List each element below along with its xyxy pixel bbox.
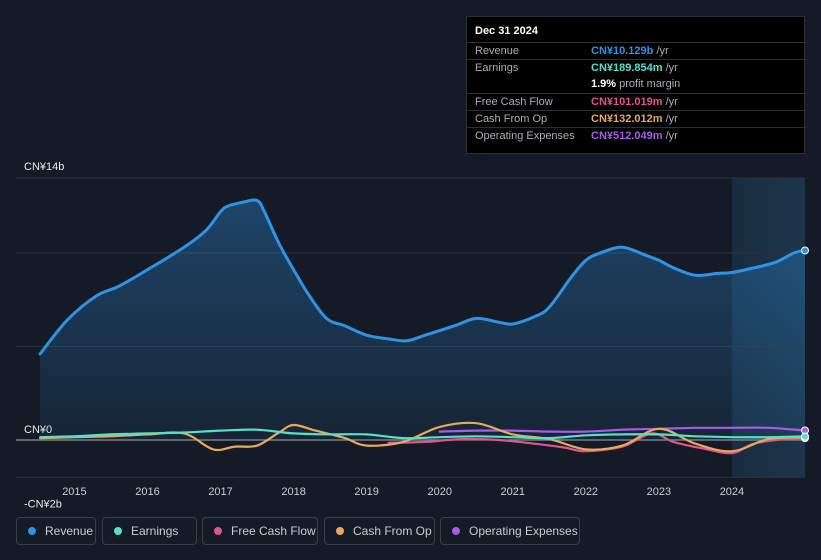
tooltip-value: CN¥132.012m /yr [591, 113, 678, 125]
tooltip-row-cash-from-op: Cash From Op CN¥132.012m /yr [467, 110, 806, 128]
revenue-end-point [801, 246, 809, 255]
legend-label: Operating Expenses [469, 524, 578, 538]
tooltip-value: CN¥512.049m /yr [591, 130, 678, 142]
tooltip-row-earnings: Earnings CN¥189.854m /yr [467, 59, 806, 77]
legend-item-cash-from-op[interactable]: Cash From Op [324, 517, 435, 545]
earnings-end-point [801, 432, 809, 441]
tooltip-label: Free Cash Flow [475, 96, 553, 108]
tooltip-row-revenue: Revenue CN¥10.129b /yr [467, 42, 806, 60]
legend-dot-icon [452, 527, 460, 535]
x-tick-label: 2023 [647, 486, 671, 498]
legend-label: Free Cash Flow [231, 524, 316, 538]
x-tick-label: 2020 [427, 486, 451, 498]
legend-label: Revenue [45, 524, 94, 538]
revenue-area [40, 199, 806, 440]
x-tick-label: 2021 [501, 486, 525, 498]
y-tick-label: -CN¥2b [24, 498, 62, 510]
x-tick-label: 2018 [281, 486, 305, 498]
tooltip-value: CN¥10.129b /yr [591, 45, 669, 57]
x-tick-label: 2017 [208, 486, 232, 498]
tooltip-label: Cash From Op [475, 113, 548, 125]
legend-label: Earnings [131, 524, 179, 538]
earnings-line [39, 428, 807, 440]
x-tick-label: 2024 [720, 486, 744, 498]
x-tick-label: 2022 [574, 486, 598, 498]
legend-item-operating-expenses[interactable]: Operating Expenses [440, 517, 580, 545]
legend-dot-icon [336, 527, 344, 535]
legend-dot-icon [114, 527, 122, 535]
x-tick-label: 2016 [135, 486, 159, 498]
legend-dot-icon [28, 527, 36, 535]
profit-margin: 1.9% profit margin [591, 78, 681, 90]
tooltip-date: Dec 31 2024 [475, 25, 538, 37]
tooltip-value: CN¥101.019m /yr [591, 96, 678, 108]
tooltip-value: CN¥189.854m /yr [591, 62, 678, 74]
legend-item-earnings[interactable]: Earnings [102, 517, 197, 545]
tooltip-label: Operating Expenses [475, 130, 575, 142]
legend-item-revenue[interactable]: Revenue [16, 517, 96, 545]
tooltip-label: Earnings [475, 62, 519, 74]
legend-dot-icon [214, 527, 222, 535]
revenue-line [38, 198, 807, 356]
legend-label: Cash From Op [353, 524, 432, 538]
tooltip-row-operating-expenses: Operating Expenses CN¥512.049m /yr [467, 127, 806, 145]
x-tick-label: 2015 [62, 486, 86, 498]
tooltip-panel: Dec 31 2024 Revenue CN¥10.129b /yr Earni… [466, 16, 806, 154]
x-tick-label: 2019 [354, 486, 378, 498]
y-tick-label: CN¥14b [24, 161, 64, 173]
tooltip-row-profit-margin: 1.9% profit margin [467, 76, 806, 93]
tooltip-row-free-cash-flow: Free Cash Flow CN¥101.019m /yr [467, 93, 806, 111]
tooltip-label: Revenue [475, 45, 520, 57]
legend-item-free-cash-flow[interactable]: Free Cash Flow [202, 517, 318, 545]
